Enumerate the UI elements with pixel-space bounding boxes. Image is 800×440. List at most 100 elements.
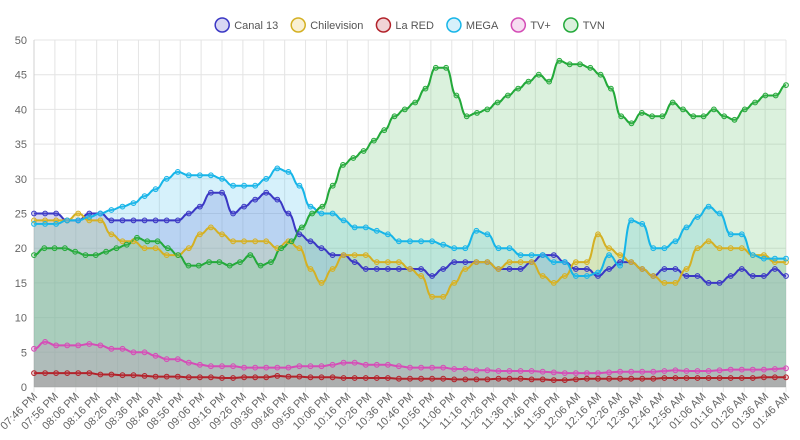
point-tv bbox=[407, 364, 413, 371]
point-mega bbox=[429, 238, 436, 245]
point-tv bbox=[617, 368, 623, 375]
point-canal-13 bbox=[694, 273, 701, 279]
line-la-red bbox=[33, 372, 786, 382]
point-chilevision bbox=[97, 217, 104, 224]
point-tvn bbox=[752, 99, 758, 106]
legend-item-chilevision[interactable]: Chilevision bbox=[290, 17, 363, 33]
chart-points bbox=[31, 57, 789, 384]
point-tv bbox=[42, 339, 48, 345]
line-tv bbox=[33, 340, 787, 375]
point-mega bbox=[606, 252, 612, 259]
point-tv bbox=[783, 365, 789, 372]
point-mega bbox=[296, 182, 303, 189]
point-tvn bbox=[329, 182, 336, 189]
legend-item-la-red[interactable]: La RED bbox=[375, 17, 434, 33]
point-tvn bbox=[247, 252, 254, 259]
point-tv bbox=[661, 368, 668, 374]
point-tv bbox=[351, 359, 358, 366]
point-tvn bbox=[31, 252, 37, 259]
point-la-red bbox=[219, 375, 225, 381]
point-tv bbox=[108, 345, 115, 352]
y-tick-label: 10 bbox=[15, 313, 27, 325]
legend-label: TVN bbox=[583, 20, 605, 32]
legend-item-mega[interactable]: MEGA bbox=[446, 17, 499, 33]
y-axis: 0 5 10 15 20 25 30 35 40 45 50 bbox=[15, 35, 27, 394]
y-tick-label: 30 bbox=[15, 174, 27, 186]
point-la-red bbox=[628, 375, 635, 382]
point-tvn bbox=[422, 85, 429, 92]
point-la-red bbox=[385, 375, 391, 381]
point-tv bbox=[772, 366, 778, 372]
point-tvn bbox=[268, 259, 274, 266]
point-mega bbox=[484, 231, 491, 238]
legend-item-tvn[interactable]: TVN bbox=[563, 17, 605, 33]
point-tv bbox=[86, 341, 93, 347]
y-tick-label: 45 bbox=[15, 70, 27, 82]
point-tvn bbox=[566, 61, 573, 68]
point-la-red bbox=[595, 375, 601, 382]
point-tv bbox=[683, 368, 690, 374]
point-tvn bbox=[474, 110, 480, 116]
point-canal-13 bbox=[462, 259, 469, 266]
point-tvn bbox=[144, 238, 151, 245]
point-tv bbox=[141, 349, 148, 356]
point-tvn bbox=[381, 127, 388, 134]
point-la-red bbox=[672, 375, 679, 381]
point-chilevision bbox=[152, 245, 159, 252]
point-mega bbox=[241, 182, 248, 189]
point-tvn bbox=[587, 64, 594, 71]
y-tick-label: 40 bbox=[15, 104, 27, 116]
point-canal-13 bbox=[329, 252, 336, 259]
point-la-red bbox=[31, 370, 37, 377]
point-mega bbox=[373, 227, 380, 234]
legend-item-canal-13[interactable]: Canal 13 bbox=[214, 17, 278, 33]
point-la-red bbox=[683, 375, 690, 381]
point-tvn bbox=[113, 245, 120, 252]
point-chilevision bbox=[75, 210, 82, 217]
point-la-red bbox=[539, 376, 546, 383]
point-mega bbox=[727, 231, 734, 238]
point-mega bbox=[230, 182, 237, 189]
point-la-red bbox=[606, 375, 612, 382]
point-tv bbox=[628, 368, 635, 375]
point-tvn bbox=[391, 113, 398, 120]
point-tvn bbox=[62, 245, 68, 252]
point-tv bbox=[75, 342, 82, 349]
point-tvn bbox=[298, 224, 305, 231]
point-mega bbox=[462, 245, 469, 252]
point-tv bbox=[550, 369, 557, 376]
point-la-red bbox=[152, 373, 159, 380]
point-tv bbox=[584, 370, 590, 377]
point-canal-13 bbox=[185, 210, 192, 217]
legend[interactable]: Canal 13 Chilevision La RED MEGA TV+ TVN bbox=[214, 17, 605, 33]
point-tv bbox=[208, 363, 214, 370]
point-la-red bbox=[617, 375, 623, 382]
point-tvn bbox=[226, 262, 233, 269]
point-tvn bbox=[319, 203, 326, 210]
point-tv bbox=[31, 345, 37, 352]
legend-label: Canal 13 bbox=[234, 20, 278, 32]
point-tvn bbox=[165, 245, 171, 252]
legend-label: TV+ bbox=[530, 20, 550, 32]
point-chilevision bbox=[351, 252, 358, 259]
point-tv bbox=[462, 366, 469, 372]
point-tv bbox=[429, 364, 436, 371]
point-tvn bbox=[690, 113, 697, 120]
point-chilevision bbox=[694, 245, 701, 252]
point-tvn bbox=[525, 78, 532, 85]
point-tvn bbox=[103, 248, 109, 255]
legend-item-tv[interactable]: TV+ bbox=[510, 17, 551, 33]
point-mega bbox=[141, 193, 148, 200]
point-canal-13 bbox=[274, 196, 281, 203]
point-chilevision bbox=[506, 259, 513, 266]
point-chilevision bbox=[274, 245, 281, 252]
point-chilevision bbox=[639, 266, 646, 272]
point-la-red bbox=[506, 375, 513, 382]
point-la-red bbox=[208, 374, 214, 381]
point-la-red bbox=[42, 370, 48, 377]
point-tv bbox=[53, 342, 59, 349]
point-mega bbox=[351, 224, 358, 231]
point-chilevision bbox=[517, 259, 524, 266]
point-tvn bbox=[721, 113, 728, 120]
